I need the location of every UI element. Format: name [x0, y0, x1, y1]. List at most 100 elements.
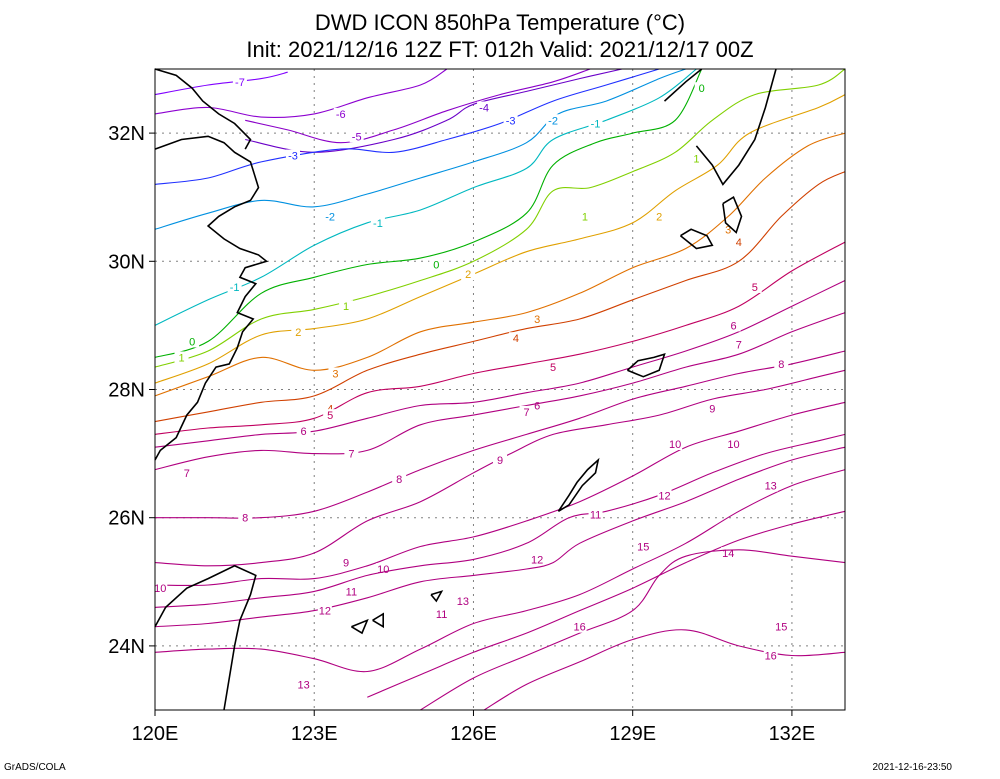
contour-label-bg: [227, 280, 242, 293]
contour-label-bg: [546, 361, 561, 374]
contour-line: [154, 68, 697, 326]
contour-label: 9: [497, 455, 503, 467]
contour-label: 12: [658, 490, 670, 502]
contour-label-bg: [323, 210, 338, 223]
contour-line: [367, 510, 846, 698]
contour-label-bg: [705, 402, 720, 415]
contour-line: [154, 68, 686, 230]
map-title: DWD ICON 850hPa Temperature (°C): [314, 10, 686, 35]
contour-label-bg: [546, 114, 561, 127]
coastline: [626, 352, 666, 378]
contour-label: 1: [343, 301, 349, 313]
coastline: [350, 618, 369, 635]
contour-label-bg: [731, 338, 746, 351]
coastline: [154, 135, 269, 461]
contour-label: 0: [699, 83, 705, 95]
contour-line: [154, 280, 846, 448]
contour-3: 3 3 3: [154, 132, 846, 397]
contour-6: 6 6 6: [154, 280, 846, 448]
contour-label-bg: [726, 437, 741, 450]
contour-line: [154, 241, 846, 435]
lon-tick-label: 129E: [609, 723, 656, 745]
contour-label: 11: [346, 586, 357, 598]
contour-label: 4: [513, 333, 519, 345]
coastline: [557, 457, 600, 512]
contour-label-bg: [763, 649, 778, 662]
coastline: [154, 68, 252, 150]
contour-line: [154, 94, 846, 384]
contour-minus6: -6: [154, 68, 448, 121]
contour-label: 3: [332, 368, 338, 380]
contour-label: 8: [242, 513, 248, 525]
contour-line: [154, 68, 703, 358]
contour-label: -2: [325, 211, 335, 223]
contour-label: 11: [590, 509, 601, 521]
contour-label-bg: [392, 473, 407, 486]
contour-line: [245, 68, 591, 144]
contour-line: [154, 68, 846, 368]
contour-label: -4: [479, 102, 489, 114]
contour-label-bg: [370, 216, 385, 229]
contour-label-bg: [530, 312, 545, 325]
contour-label: 3: [725, 224, 731, 236]
contour-label: 6: [301, 426, 307, 438]
contour-label-bg: [774, 620, 789, 633]
contour-label-bg: [323, 409, 338, 422]
contour-10: 10 10 10 10: [153, 401, 846, 595]
contour-line: [420, 549, 846, 711]
contour-label: 0: [189, 336, 195, 348]
contour-label: 1: [582, 211, 588, 223]
contour-label-bg: [153, 582, 168, 595]
contour-minus5: -5: [245, 68, 591, 144]
contour-11: 11 11 11: [154, 433, 846, 621]
contour-label-bg: [530, 553, 545, 566]
contour-minus7: -7: [154, 71, 288, 96]
contour-label: -1: [591, 118, 601, 130]
contour-14: 14: [367, 510, 846, 698]
contour-label-bg: [232, 75, 247, 88]
contour-label: -3: [288, 151, 298, 163]
contour-label-bg: [763, 479, 778, 492]
contour-layer: -7-6-5-4-3-3-2-2-1-1-1000111122233344455…: [153, 68, 846, 711]
coastline: [430, 590, 444, 603]
lat-tick-label: 24N: [108, 636, 145, 658]
contour-label-bg: [652, 210, 667, 223]
contour-8: 8 8 8: [155, 350, 846, 525]
contour-label-bg: [238, 511, 253, 524]
contour-label: 10: [727, 439, 739, 451]
contour-label: 5: [752, 282, 758, 294]
contour-label-bg: [291, 325, 306, 338]
footer-credit: GrADS/COLA: [4, 762, 66, 773]
lon-tick-label: 120E: [132, 723, 179, 745]
contour-13: 13 13 13: [154, 469, 846, 691]
contour-4: 444: [154, 171, 846, 423]
contour-label-bg: [317, 604, 332, 617]
contour-label: 2: [295, 327, 301, 339]
contour-label-bg: [328, 367, 343, 380]
coastline: [154, 564, 257, 711]
contour-label: 5: [550, 362, 556, 374]
contour-label: -1: [230, 282, 240, 294]
coastline: [722, 196, 743, 234]
contour-minus1: -1 -1 -1: [154, 68, 697, 326]
contour-label-bg: [747, 280, 762, 293]
contour-label-bg: [185, 335, 200, 348]
contour-label: 8: [778, 359, 784, 371]
contour-label-bg: [434, 607, 449, 620]
contour-label: 8: [396, 474, 402, 486]
contour-label-bg: [588, 508, 603, 521]
contour-label-bg: [344, 447, 359, 460]
footer-timestamp: 2021-12-16-23:50: [872, 762, 952, 773]
contour-line: [154, 369, 846, 567]
contour-label: 14: [722, 548, 734, 560]
contour-label-bg: [731, 236, 746, 249]
contour-line: [154, 68, 660, 185]
contour-line: [154, 312, 846, 471]
lon-tick-label: 126E: [450, 723, 497, 745]
contour-label: 16: [765, 651, 777, 663]
contour-label-bg: [636, 540, 651, 553]
contour-label: 6: [730, 320, 736, 332]
